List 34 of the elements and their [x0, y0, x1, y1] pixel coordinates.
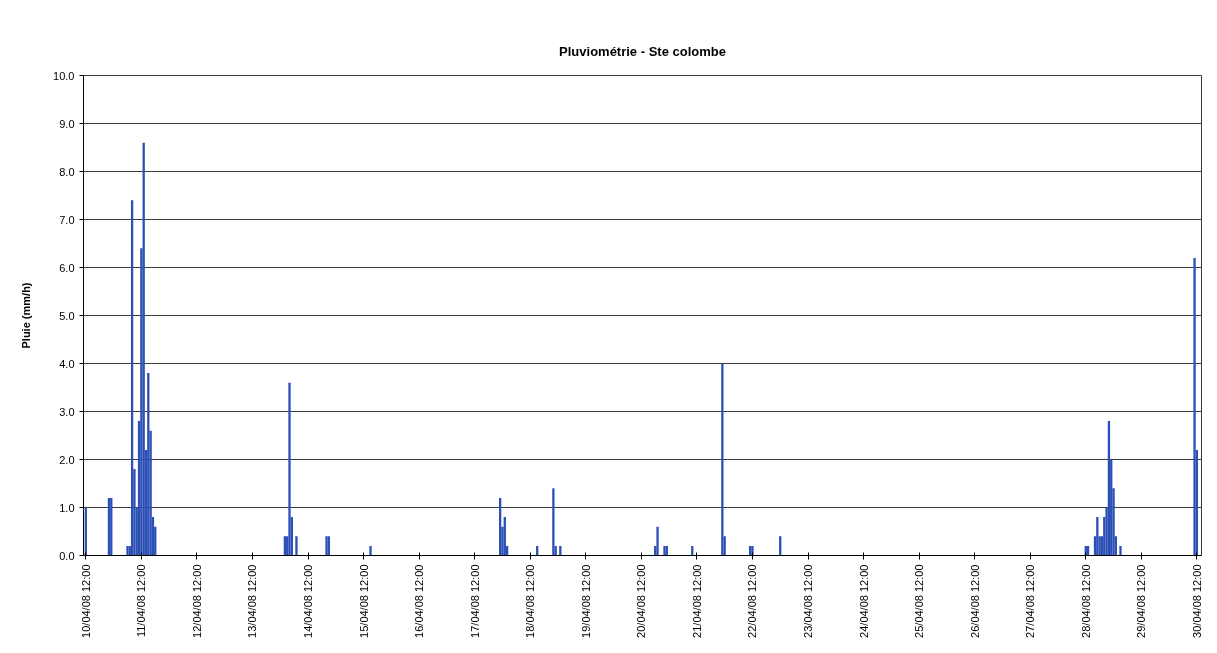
y-axis-title: Pluie (mm/h) — [20, 282, 33, 349]
x-tick-label: 20/04/08 12:00 — [635, 564, 648, 638]
y-tick-label: 3.0 — [59, 405, 75, 418]
x-tick-label: 30/04/08 12:00 — [1190, 564, 1203, 638]
y-tick-label: 4.0 — [59, 357, 75, 370]
x-tick-label: 14/04/08 12:00 — [302, 564, 315, 638]
x-tick-label: 26/04/08 12:00 — [968, 564, 981, 638]
x-tick-label: 21/04/08 12:00 — [690, 564, 703, 638]
x-tick-label: 29/04/08 12:00 — [1135, 564, 1148, 638]
y-tick-label: 2.0 — [59, 453, 75, 466]
y-tick-label: 1.0 — [59, 501, 75, 514]
y-tick-label: 8.0 — [59, 165, 75, 178]
x-tick-label: 23/04/08 12:00 — [802, 564, 814, 638]
x-tick-label: 25/04/08 12:00 — [913, 564, 926, 638]
y-tick-label: 10.0 — [53, 69, 75, 82]
x-tick-label: 18/04/08 12:00 — [524, 564, 537, 638]
x-tick-label: 15/04/08 12:00 — [357, 564, 370, 638]
y-tick-label: 5.0 — [59, 309, 75, 322]
x-tick-label: 22/04/08 12:00 — [746, 564, 759, 638]
x-tick-label: 28/04/08 12:00 — [1079, 564, 1092, 638]
x-tick-label: 19/04/08 12:00 — [579, 564, 592, 638]
y-tick-label: 0.0 — [59, 549, 75, 562]
y-tick-label: 9.0 — [59, 117, 75, 130]
y-tick-label: 6.0 — [59, 261, 75, 274]
x-tick-label: 16/04/08 12:00 — [413, 564, 426, 638]
chart-title: Pluviométrie - Ste colombe — [559, 43, 726, 59]
y-tick-label: 7.0 — [59, 213, 75, 226]
x-tick-label: 24/04/08 12:00 — [857, 564, 870, 638]
x-tick-label: 27/04/08 12:00 — [1024, 564, 1037, 638]
x-tick-label: 13/04/08 12:00 — [246, 564, 259, 638]
x-tick-label: 11/04/08 12:00 — [135, 564, 148, 638]
x-tick-label: 12/04/08 12:00 — [190, 564, 203, 638]
x-tick-label: 10/04/08 12:00 — [79, 564, 92, 638]
x-tick-label: 17/04/08 12:00 — [468, 564, 481, 638]
